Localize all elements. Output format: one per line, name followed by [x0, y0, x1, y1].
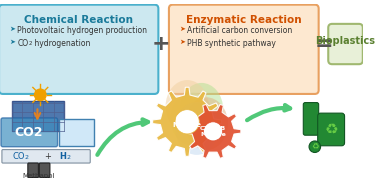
Text: PHB synthetic pathway: PHB synthetic pathway [187, 39, 276, 48]
FancyBboxPatch shape [39, 163, 50, 177]
Text: H: H [59, 152, 66, 161]
FancyBboxPatch shape [2, 150, 90, 163]
Text: CO: CO [17, 39, 28, 48]
Text: hydrogenation: hydrogenation [32, 39, 90, 48]
FancyBboxPatch shape [1, 118, 57, 147]
FancyBboxPatch shape [11, 101, 64, 131]
Text: ♻: ♻ [324, 122, 338, 137]
Text: +: + [45, 152, 51, 161]
Ellipse shape [175, 102, 218, 155]
FancyBboxPatch shape [169, 5, 319, 94]
FancyBboxPatch shape [303, 102, 319, 135]
FancyBboxPatch shape [0, 5, 158, 94]
Text: Photovoltaic hydrogen production: Photovoltaic hydrogen production [17, 26, 147, 35]
FancyBboxPatch shape [28, 163, 39, 177]
Circle shape [175, 110, 199, 134]
Text: Methanol: Methanol [22, 173, 55, 179]
Ellipse shape [180, 83, 223, 136]
FancyBboxPatch shape [328, 24, 363, 64]
Text: Enzymatic Reaction: Enzymatic Reaction [186, 15, 302, 25]
Polygon shape [153, 87, 222, 156]
Text: ➤: ➤ [180, 39, 185, 45]
Text: Bioplastics: Bioplastics [316, 36, 375, 46]
Circle shape [309, 141, 321, 152]
Text: Artificial carbon conversion: Artificial carbon conversion [187, 26, 293, 35]
Circle shape [34, 89, 46, 101]
Text: ➤: ➤ [9, 39, 15, 45]
Text: Chemical Reaction: Chemical Reaction [24, 15, 133, 25]
Text: 2: 2 [25, 155, 29, 160]
Ellipse shape [185, 97, 228, 150]
Text: 2: 2 [29, 41, 32, 46]
Text: ♻: ♻ [311, 142, 319, 151]
Ellipse shape [170, 92, 214, 145]
Text: C1-C2
Module: C1-C2 Module [173, 115, 201, 128]
Text: C2-PHB
Module: C2-PHB Module [200, 126, 226, 137]
Circle shape [204, 122, 223, 141]
Text: CO2: CO2 [14, 126, 43, 139]
Text: =: = [314, 34, 333, 54]
Text: +: + [152, 34, 170, 54]
Text: 2: 2 [67, 155, 71, 160]
Polygon shape [185, 104, 241, 158]
Text: ➤: ➤ [9, 26, 15, 32]
Ellipse shape [166, 80, 209, 133]
FancyBboxPatch shape [59, 119, 94, 146]
Text: CO: CO [13, 152, 25, 161]
FancyBboxPatch shape [318, 113, 345, 146]
Text: ➤: ➤ [180, 26, 185, 32]
